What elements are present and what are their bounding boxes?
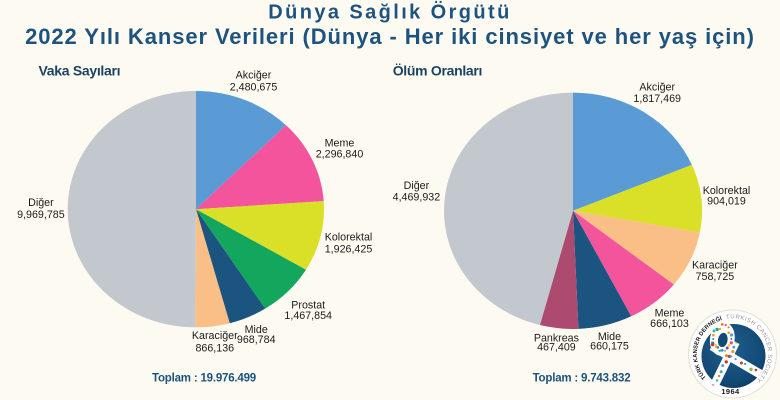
svg-text:2022 Yılı Kanser Verileri (Dün: 2022 Yılı Kanser Verileri (Dünya - Her i…	[25, 24, 755, 49]
svg-text:Mide: Mide	[245, 324, 268, 336]
svg-text:Ölüm Oranları: Ölüm Oranları	[393, 63, 482, 79]
svg-text:Meme: Meme	[655, 308, 685, 320]
svg-text:4,469,932: 4,469,932	[393, 192, 441, 204]
svg-text:866,136: 866,136	[195, 343, 234, 355]
svg-text:Vaka Sayıları: Vaka Sayıları	[39, 63, 121, 79]
svg-text:Dünya Sağlık Örgütü: Dünya Sağlık Örgütü	[268, 1, 511, 24]
svg-text:Pankreas: Pankreas	[534, 332, 579, 344]
svg-text:758,725: 758,725	[696, 271, 735, 283]
svg-text:Mide: Mide	[598, 331, 621, 343]
svg-text:Akciğer: Akciğer	[236, 70, 272, 82]
svg-text:Kolorektal: Kolorektal	[703, 185, 751, 197]
svg-text:1,817,469: 1,817,469	[633, 93, 681, 105]
svg-text:660,175: 660,175	[590, 341, 629, 353]
svg-text:Karaciğer: Karaciğer	[692, 259, 738, 271]
svg-text:Akciğer: Akciğer	[639, 82, 675, 94]
svg-text:Toplam : 9.743.832: Toplam : 9.743.832	[533, 373, 631, 385]
svg-text:Diğer: Diğer	[404, 180, 430, 192]
svg-text:2,296,840: 2,296,840	[316, 149, 364, 161]
svg-text:Toplam : 19.976.499: Toplam : 19.976.499	[152, 373, 256, 385]
svg-text:666,103: 666,103	[650, 318, 689, 330]
svg-text:Kolorektal: Kolorektal	[325, 231, 373, 243]
svg-text:1964: 1964	[721, 387, 740, 396]
svg-text:1,926,425: 1,926,425	[325, 243, 373, 255]
svg-text:Meme: Meme	[325, 137, 355, 149]
svg-text:Prostat: Prostat	[291, 300, 325, 312]
svg-text:Diğer: Diğer	[28, 197, 54, 209]
svg-text:1,467,854: 1,467,854	[284, 310, 332, 322]
svg-text:467,409: 467,409	[537, 342, 576, 354]
svg-text:968,784: 968,784	[237, 334, 276, 346]
svg-text:904,019: 904,019	[707, 196, 746, 208]
svg-text:9,969,785: 9,969,785	[17, 209, 65, 221]
svg-text:Karaciğer: Karaciğer	[192, 330, 238, 342]
svg-text:2,480,675: 2,480,675	[230, 82, 278, 94]
